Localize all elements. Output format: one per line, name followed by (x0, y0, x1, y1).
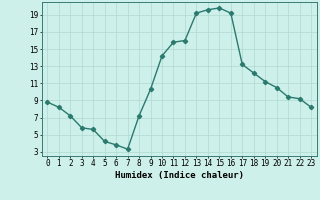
X-axis label: Humidex (Indice chaleur): Humidex (Indice chaleur) (115, 171, 244, 180)
